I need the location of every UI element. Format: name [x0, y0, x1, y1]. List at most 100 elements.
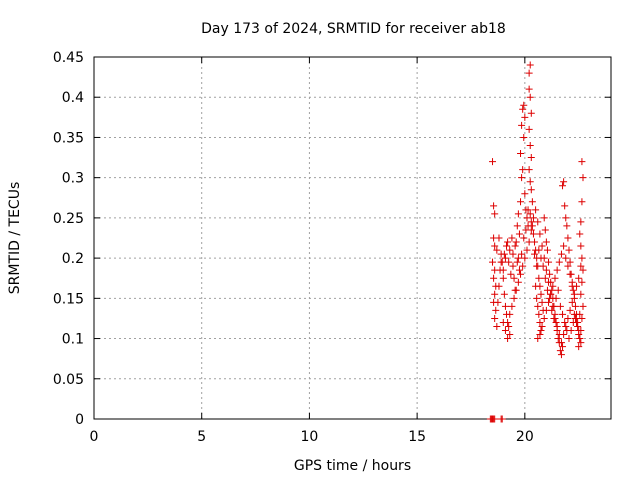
- y-tick-label: 0.45: [53, 50, 84, 66]
- data-point: [512, 286, 520, 294]
- data-point: [500, 290, 508, 298]
- data-point: [511, 242, 519, 250]
- ticks: 0 0.05 0.1 0.15 0.2 0.25 0.3 0.35 0.4 0.45 0 5 10 15 2…: [53, 50, 611, 445]
- x-tick-label: 0: [90, 429, 99, 445]
- data-point: [499, 318, 507, 326]
- data-point: [565, 246, 573, 254]
- data-point: [542, 266, 550, 274]
- data-point: [545, 278, 553, 286]
- data-point: [562, 214, 570, 222]
- data-point: [578, 198, 586, 206]
- data-point: [518, 174, 526, 182]
- data-point: [577, 218, 585, 226]
- data-point: [548, 306, 556, 314]
- data-point: [490, 202, 498, 210]
- data-point: [538, 242, 546, 250]
- data-point: [540, 314, 548, 322]
- chart-title: Day 173 of 2024, SRMTID for receiver ab1…: [201, 21, 506, 37]
- data-point: [527, 186, 535, 194]
- data-point: [519, 166, 527, 174]
- data-point: [514, 254, 522, 262]
- data-point: [491, 290, 499, 298]
- data-point: [541, 274, 549, 282]
- data-point: [493, 246, 501, 254]
- data-point: [578, 314, 586, 322]
- data-point: [565, 335, 573, 343]
- data-point: [559, 182, 567, 190]
- data-point: [527, 218, 535, 226]
- data-point: [523, 246, 531, 254]
- data-point: [577, 290, 585, 298]
- data-point: [575, 331, 583, 339]
- data-point: [501, 254, 509, 262]
- data-point: [518, 121, 526, 129]
- data-point: [543, 246, 551, 254]
- data-point: [491, 242, 499, 250]
- data-point: [559, 310, 567, 318]
- data-point: [539, 262, 547, 270]
- x-tick-label: 20: [516, 429, 534, 445]
- data-point: [506, 246, 514, 254]
- y-tick-label: 0.05: [53, 372, 84, 388]
- data-point: [576, 230, 584, 238]
- y-tick-label: 0.35: [53, 130, 84, 146]
- data-point: [533, 262, 541, 270]
- data-point: [557, 351, 565, 359]
- data-point: [506, 310, 514, 318]
- data-point: [517, 198, 525, 206]
- data-point: [492, 306, 500, 314]
- data-point: [577, 339, 585, 347]
- data-point: [560, 331, 568, 339]
- data-point: [577, 242, 585, 250]
- data-point: [537, 254, 545, 262]
- data-point: [491, 314, 499, 322]
- data-point: [531, 250, 539, 258]
- data-point: [489, 258, 497, 266]
- data-point: [527, 109, 535, 117]
- data-point: [579, 266, 587, 274]
- data-point: [575, 274, 583, 282]
- data-point: [509, 262, 517, 270]
- data-point: [576, 335, 584, 343]
- data-point: [523, 214, 531, 222]
- data-point: [559, 343, 567, 351]
- data-point: [517, 270, 525, 278]
- y-tick-label: 0.2: [62, 251, 84, 267]
- data-point: [557, 250, 565, 258]
- data-point: [536, 230, 544, 238]
- data-point: [500, 250, 508, 258]
- data-point: [546, 294, 554, 302]
- data-point: [571, 302, 579, 310]
- data-point: [578, 278, 586, 286]
- data-point: [564, 234, 572, 242]
- data-point: [571, 314, 579, 322]
- data-point: [535, 310, 543, 318]
- data-point: [560, 242, 568, 250]
- data-point: [525, 85, 533, 93]
- data-point: [494, 298, 502, 306]
- data-point: [491, 415, 499, 423]
- data-point: [556, 302, 564, 310]
- data-point: [509, 250, 517, 258]
- data-point: [501, 302, 509, 310]
- plot-frame: [93, 56, 612, 420]
- data-point: [526, 61, 534, 69]
- data-point: [504, 335, 512, 343]
- data-point: [542, 238, 550, 246]
- data-point: [540, 214, 548, 222]
- data-point: [501, 327, 509, 335]
- data-point: [538, 298, 546, 306]
- data-point: [556, 347, 564, 355]
- data-point: [579, 174, 587, 182]
- data-point: [505, 258, 513, 266]
- data-point: [503, 242, 511, 250]
- data-point: [493, 322, 501, 330]
- data-point: [551, 274, 559, 282]
- data-point: [532, 206, 540, 214]
- data-point: [545, 258, 553, 266]
- y-tick-label: 0.1: [62, 332, 84, 348]
- data-point: [529, 214, 537, 222]
- data-point: [529, 230, 537, 238]
- data-point: [521, 254, 529, 262]
